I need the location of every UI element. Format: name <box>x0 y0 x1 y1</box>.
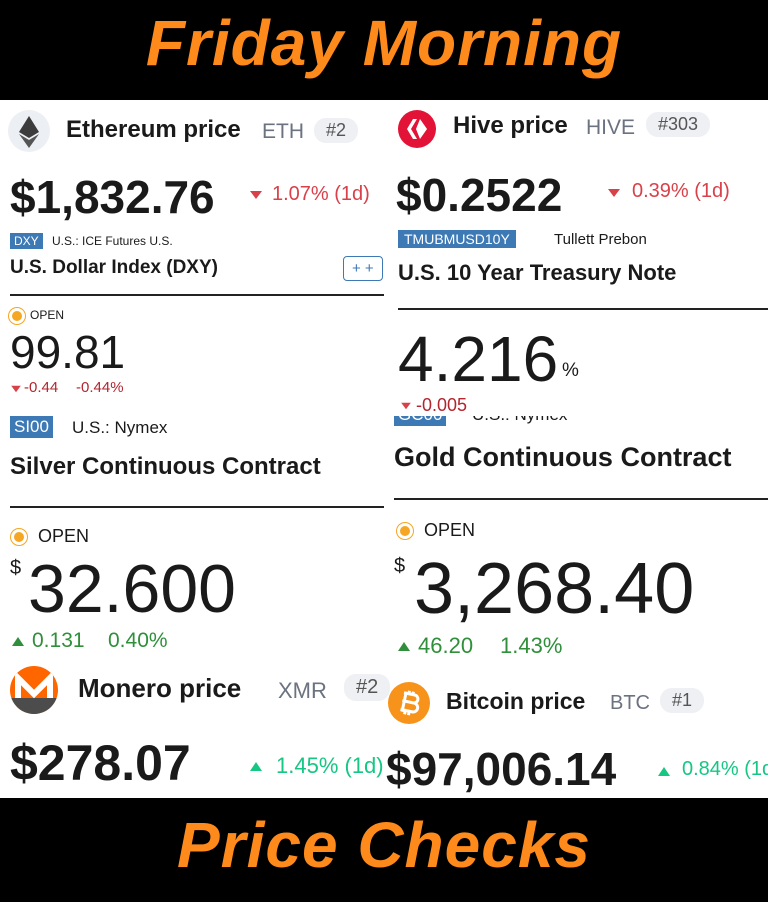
divider <box>394 498 768 500</box>
btc-icon <box>388 682 430 724</box>
change-pct: -0.44% <box>76 379 124 396</box>
price: $1,832.76 <box>10 171 215 223</box>
coin-name: Bitcoin price <box>446 688 586 714</box>
content: Ethereum price ETH #2 $1,832.76 1.07% (1… <box>0 100 768 798</box>
price: $278.07 <box>10 735 191 791</box>
change: -0.005 <box>416 395 468 415</box>
market-status: OPEN <box>38 526 90 546</box>
change: 1.45% (1d) <box>276 753 384 778</box>
instrument-title: U.S. 10 Year Treasury Note <box>398 260 677 285</box>
currency: $ <box>394 555 406 577</box>
exchange: Tullett Prebon <box>554 231 647 248</box>
coin-rank: #2 <box>344 674 391 701</box>
up-arrow <box>398 642 410 651</box>
exchange: U.S.: ICE Futures U.S. <box>52 234 173 248</box>
change-pct: 0.40% <box>108 629 168 652</box>
change: -0.44 <box>24 379 59 396</box>
unit: % <box>562 360 579 381</box>
ticker-badge: DXY <box>10 233 43 249</box>
coin-symbol: XMR <box>278 678 327 703</box>
xmr-icon <box>10 666 58 714</box>
coin-symbol: HIVE <box>586 116 636 139</box>
instrument-title: Silver Continuous Contract <box>10 453 321 480</box>
price: 32.600 <box>28 551 236 627</box>
overlap-mask <box>394 320 768 416</box>
ticker-badge: TMUBMUSD10Y <box>398 230 516 248</box>
eth-icon <box>8 110 50 152</box>
coin-rank: #303 <box>646 112 711 137</box>
sun-icon <box>12 311 22 321</box>
change: 46.20 <box>418 633 474 658</box>
divider <box>10 294 384 296</box>
change: 0.39% (1d) <box>632 180 730 202</box>
price: 4.216 <box>398 323 559 395</box>
coin-name: Monero price <box>78 673 242 703</box>
change-pct: 1.43% <box>500 633 563 658</box>
instrument-title: U.S. Dollar Index (DXY) <box>10 257 218 278</box>
footer-title: Price Checks <box>176 809 592 881</box>
down-arrow <box>11 385 21 393</box>
change: 0.84% (1d) <box>682 758 768 780</box>
sun-icon <box>14 532 24 542</box>
coin-name: Ethereum price <box>66 116 241 143</box>
exchange: U.S.: Nymex <box>72 418 168 437</box>
price: $97,006.14 <box>386 743 617 795</box>
change: 0.131 <box>32 629 85 652</box>
divider <box>398 308 768 310</box>
down-arrow <box>401 402 411 410</box>
price: 3,268.40 <box>414 549 695 629</box>
header-title: Friday Morning <box>145 7 623 79</box>
coin-rank: #1 <box>660 688 705 713</box>
coin-symbol: ETH <box>262 120 304 143</box>
price: $0.2522 <box>396 169 563 221</box>
change: 1.07% (1d) <box>272 183 370 205</box>
coin-symbol: BTC <box>610 692 650 714</box>
up-arrow <box>658 767 670 776</box>
currency: $ <box>10 557 22 579</box>
down-arrow <box>250 191 262 199</box>
up-arrow <box>12 637 24 646</box>
up-arrow <box>250 762 262 771</box>
ticker-badge: SI00 <box>10 416 53 438</box>
coin-rank: #2 <box>314 118 359 143</box>
instrument-title: Gold Continuous Contract <box>394 442 732 472</box>
hive-icon <box>398 110 436 148</box>
down-arrow <box>608 189 620 197</box>
sun-icon <box>400 526 410 536</box>
divider <box>10 506 384 508</box>
price: 99.81 <box>10 326 126 378</box>
market-status: OPEN <box>30 308 65 322</box>
coin-name: Hive price <box>453 112 568 139</box>
market-status: OPEN <box>424 520 476 540</box>
watch-button[interactable]: + + <box>343 256 383 281</box>
